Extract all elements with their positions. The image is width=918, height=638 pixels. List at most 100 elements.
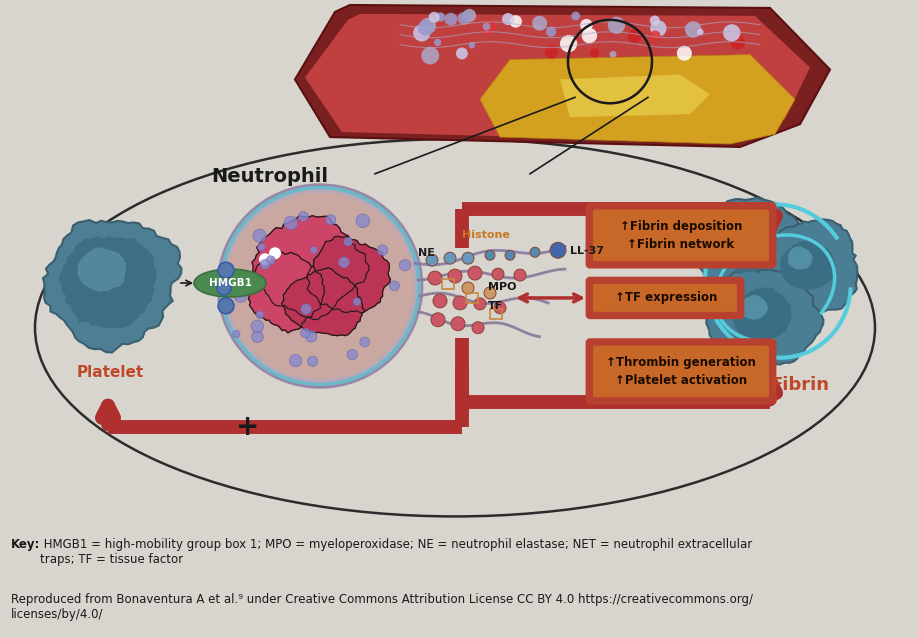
Circle shape [356, 214, 370, 228]
Circle shape [492, 268, 504, 280]
Text: Key:: Key: [11, 537, 40, 551]
Circle shape [217, 281, 231, 295]
Circle shape [326, 214, 336, 225]
Circle shape [226, 193, 414, 380]
Circle shape [428, 271, 442, 285]
Circle shape [433, 294, 447, 308]
Circle shape [650, 31, 661, 41]
Circle shape [434, 39, 442, 46]
Circle shape [532, 16, 547, 31]
Text: +: + [236, 413, 260, 441]
Polygon shape [720, 220, 777, 273]
Text: Neutrophil: Neutrophil [211, 167, 329, 186]
Circle shape [509, 15, 522, 27]
Circle shape [251, 320, 263, 332]
Circle shape [431, 313, 445, 327]
Circle shape [560, 35, 577, 52]
Circle shape [260, 260, 270, 269]
Polygon shape [307, 236, 390, 313]
Circle shape [218, 185, 422, 387]
Circle shape [456, 47, 468, 59]
Polygon shape [740, 295, 768, 320]
Circle shape [481, 20, 496, 34]
Circle shape [582, 28, 597, 43]
Circle shape [571, 11, 580, 20]
Text: MPO: MPO [488, 282, 517, 292]
Circle shape [360, 337, 370, 347]
Circle shape [429, 12, 440, 23]
Circle shape [256, 311, 264, 319]
Text: Histone: Histone [462, 230, 509, 241]
Circle shape [462, 252, 474, 264]
Circle shape [608, 17, 625, 34]
Circle shape [435, 12, 445, 22]
Circle shape [444, 252, 456, 264]
Circle shape [233, 330, 240, 338]
Circle shape [266, 256, 275, 265]
Circle shape [472, 322, 484, 334]
Text: ↑TF expression: ↑TF expression [615, 292, 717, 304]
Circle shape [426, 254, 438, 266]
Circle shape [300, 328, 310, 338]
Circle shape [502, 13, 514, 25]
Circle shape [269, 248, 281, 259]
Circle shape [462, 282, 474, 294]
Circle shape [444, 13, 457, 26]
Circle shape [306, 330, 317, 342]
Polygon shape [295, 5, 830, 147]
Polygon shape [756, 219, 857, 312]
Text: Reproduced from Bonaventura A et al.⁹ under Creative Commons Attribution License: Reproduced from Bonaventura A et al.⁹ un… [11, 593, 753, 621]
Circle shape [685, 21, 701, 38]
Circle shape [252, 331, 263, 343]
Circle shape [347, 350, 357, 360]
Circle shape [259, 253, 271, 265]
Circle shape [546, 27, 556, 37]
Polygon shape [733, 287, 792, 342]
Circle shape [258, 243, 265, 251]
Circle shape [457, 12, 470, 25]
Circle shape [677, 46, 692, 61]
Polygon shape [780, 241, 835, 290]
Polygon shape [706, 270, 823, 366]
Polygon shape [305, 14, 810, 142]
Polygon shape [560, 75, 710, 117]
Circle shape [343, 237, 353, 246]
Circle shape [474, 298, 486, 310]
Circle shape [484, 287, 496, 299]
Text: LL-37: LL-37 [570, 246, 604, 256]
Polygon shape [788, 246, 812, 270]
Circle shape [389, 281, 399, 291]
Circle shape [514, 269, 526, 281]
Circle shape [218, 298, 234, 314]
Text: HMGB1: HMGB1 [208, 278, 252, 288]
Circle shape [421, 47, 439, 64]
FancyBboxPatch shape [587, 278, 743, 318]
Text: ↑Fibrin deposition
↑Fibrin network: ↑Fibrin deposition ↑Fibrin network [620, 220, 742, 251]
Circle shape [234, 290, 247, 302]
Polygon shape [77, 247, 127, 292]
Text: Fibrin: Fibrin [770, 376, 830, 394]
Circle shape [468, 266, 482, 280]
Circle shape [627, 29, 642, 43]
Text: Platelet: Platelet [76, 366, 143, 380]
Circle shape [420, 18, 436, 34]
Ellipse shape [194, 269, 266, 297]
Text: TF: TF [488, 301, 503, 311]
Circle shape [723, 24, 741, 41]
Circle shape [650, 15, 660, 26]
Text: ↑Thrombin generation
↑Platelet activation: ↑Thrombin generation ↑Platelet activatio… [606, 356, 756, 387]
Circle shape [451, 317, 465, 330]
FancyBboxPatch shape [593, 209, 769, 261]
Circle shape [298, 212, 308, 221]
Circle shape [544, 45, 558, 59]
Polygon shape [691, 198, 804, 294]
Circle shape [289, 355, 302, 367]
Circle shape [697, 29, 703, 36]
Circle shape [550, 242, 566, 258]
FancyBboxPatch shape [593, 284, 737, 312]
Circle shape [589, 48, 599, 58]
FancyBboxPatch shape [593, 346, 769, 397]
Circle shape [483, 23, 490, 31]
Circle shape [377, 245, 388, 255]
Circle shape [730, 35, 745, 50]
